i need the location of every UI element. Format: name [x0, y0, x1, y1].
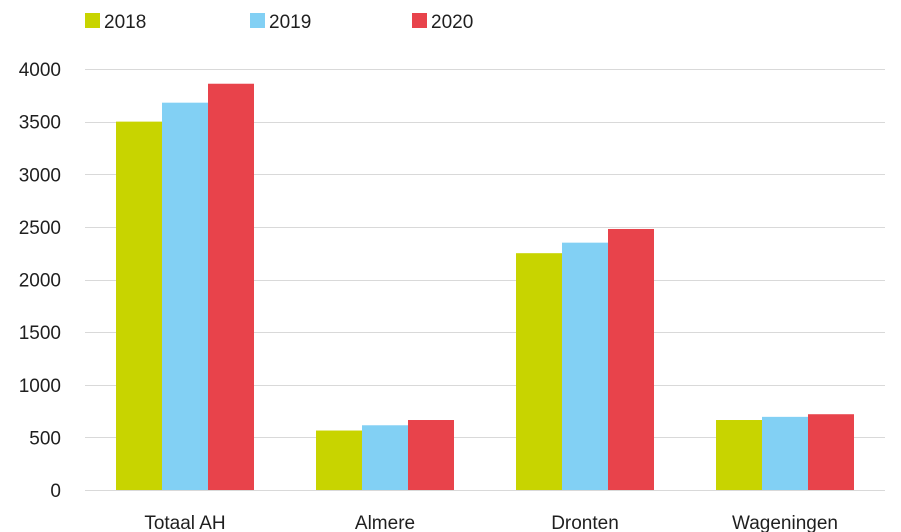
bar-2019-dronten [562, 243, 608, 490]
y-tick-label: 3000 [19, 165, 61, 186]
y-tick-label: 3500 [19, 113, 61, 134]
bar-2018-almere [316, 431, 362, 490]
bar-2020-dronten [608, 229, 654, 490]
legend-label: 2018 [104, 12, 146, 33]
legend-label: 2019 [269, 12, 311, 33]
bar-2020-wageningen [808, 414, 854, 490]
y-tick-label: 2000 [19, 271, 61, 292]
bar-2018-dronten [516, 253, 562, 490]
bar-2019-totaal-ah [162, 103, 208, 490]
y-tick-label: 0 [50, 481, 61, 502]
x-category-label: Dronten [551, 513, 619, 532]
x-category-label: Wageningen [732, 513, 838, 532]
bars [116, 84, 854, 490]
bar-2020-totaal-ah [208, 84, 254, 490]
bar-2018-totaal-ah [116, 122, 162, 490]
y-tick-label: 1500 [19, 323, 61, 344]
bar-2020-almere [408, 420, 454, 490]
x-category-label: Totaal AH [144, 513, 225, 532]
legend-swatch-2019 [250, 13, 265, 28]
legend-swatch-2020 [412, 13, 427, 28]
bar-2019-wageningen [762, 417, 808, 490]
x-category-label: Almere [355, 513, 415, 532]
bar-2018-wageningen [716, 420, 762, 490]
bar-2019-almere [362, 425, 408, 490]
y-tick-label: 2500 [19, 218, 61, 239]
x-axis-category-labels: Totaal AH Almere Dronten Wageningen [144, 513, 838, 532]
legend-swatch-2018 [85, 13, 100, 28]
legend-label: 2020 [431, 12, 473, 33]
legend: 2018 2019 2020 [85, 12, 473, 33]
y-tick-label: 500 [29, 428, 61, 449]
y-tick-label: 1000 [19, 376, 61, 397]
y-tick-label: 4000 [19, 60, 61, 81]
y-axis-tick-labels: 0 500 1000 1500 2000 2500 3000 3500 4000 [19, 60, 61, 502]
